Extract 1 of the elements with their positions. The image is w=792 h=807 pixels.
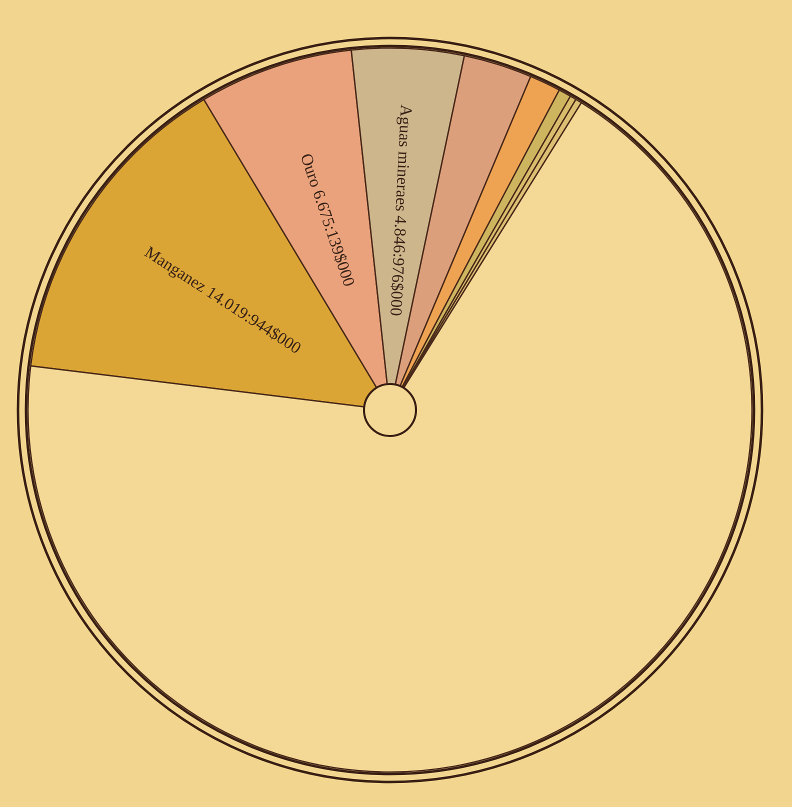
slice-label: Aguas mineraes 4.846:976$000 [386,104,414,316]
